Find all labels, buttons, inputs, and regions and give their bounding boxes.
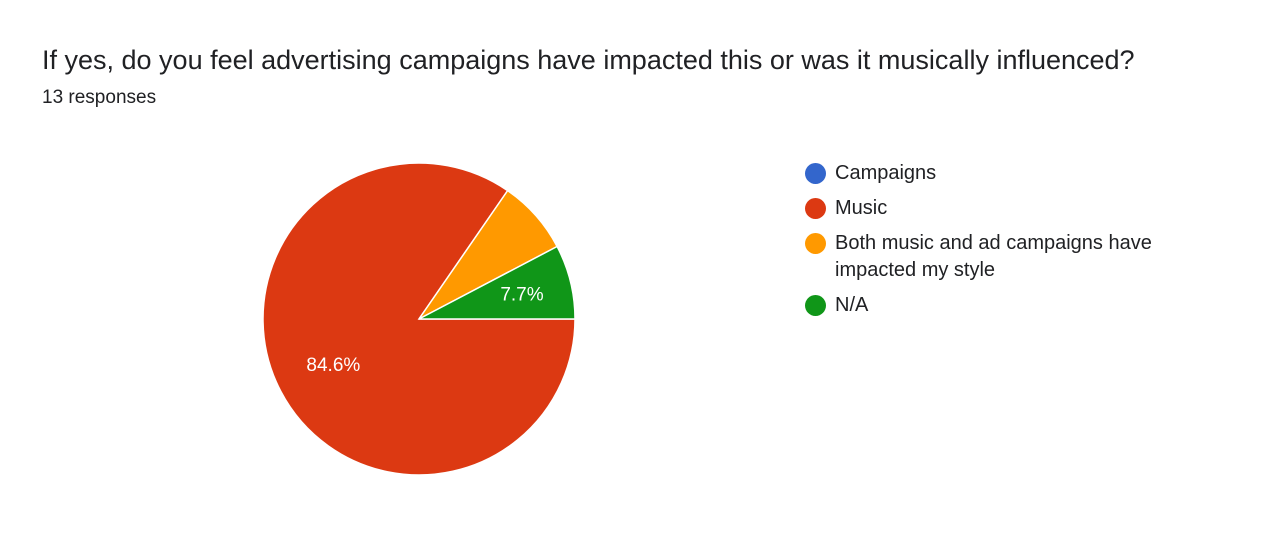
legend-item-both-music-and-ad-campaigns-have-impacted-my-style: Both music and ad campaigns have impacte… — [804, 230, 1204, 284]
legend-label: Both music and ad campaigns have impacte… — [835, 232, 1152, 281]
legend-item-music: Music — [804, 195, 1204, 222]
pie-slice-n-a — [418, 245, 576, 320]
slice-label-n-a: 7.7% — [500, 285, 543, 306]
legend-item-campaigns: Campaigns — [804, 160, 1204, 187]
chart-legend: Campaigns Music Both music and ad campaign… — [804, 160, 1204, 327]
legend-label: N/A — [835, 294, 869, 316]
response-count: 13 responses — [42, 87, 157, 108]
legend-swatch — [805, 295, 826, 316]
legend-item-n-a: N/A — [804, 292, 1204, 319]
legend-swatch — [805, 198, 826, 219]
legend-label: Campaigns — [835, 162, 937, 184]
legend-label: Music — [835, 197, 888, 219]
slice-label-music: 84.6% — [306, 355, 360, 376]
legend-swatch — [805, 233, 826, 254]
legend-swatch — [805, 163, 826, 184]
chart-title: If yes, do you feel advertising campaign… — [42, 45, 1135, 75]
